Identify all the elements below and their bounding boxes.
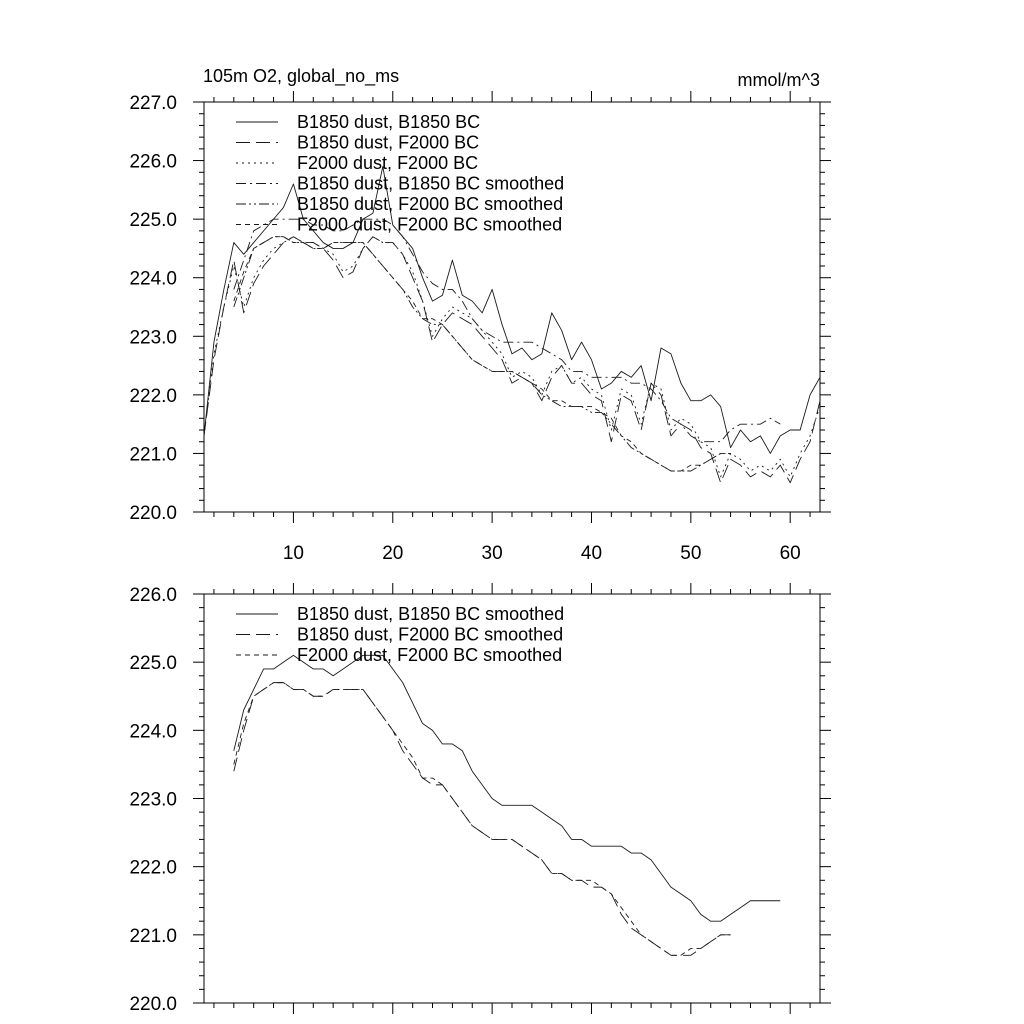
legend-label: F2000 dust, F2000 BC smoothed [297, 215, 562, 235]
legend-label: B1850 dust, F2000 BC smoothed [297, 194, 563, 214]
x-tick-label: 40 [581, 543, 602, 564]
series-line-4 [233, 218, 781, 443]
legend-label: B1850 dust, F2000 BC [297, 133, 479, 153]
y-tick-label: 223.0 [129, 790, 177, 811]
y-tick-label: 223.0 [129, 327, 177, 348]
x-tick-label: 20 [382, 543, 403, 564]
legend-label: B1850 dust, B1850 BC smoothed [297, 604, 564, 624]
series-line-3 [203, 236, 821, 478]
series-line-3 [233, 682, 731, 956]
y-tick-label: 226.0 [129, 585, 177, 606]
legend-label: B1850 dust, B1850 BC smoothed [297, 174, 564, 194]
y-tick-label: 227.0 [129, 93, 177, 114]
y-tick-label: 222.0 [129, 386, 177, 407]
x-tick-label: 60 [780, 543, 801, 564]
y-tick-label: 220.0 [129, 503, 177, 524]
legend-label: B1850 dust, F2000 BC smoothed [297, 625, 563, 645]
y-tick-label: 221.0 [129, 444, 177, 465]
series-line-2 [233, 682, 731, 956]
legend-label: F2000 dust, F2000 BC [297, 153, 478, 173]
y-tick-label: 222.0 [129, 858, 177, 879]
units-label: mmol/m^3 [738, 70, 820, 90]
y-tick-label: 225.0 [129, 210, 177, 231]
x-tick-label: 50 [680, 543, 701, 564]
y-tick-label: 224.0 [129, 269, 177, 290]
series-line-2 [203, 236, 821, 484]
y-tick-label: 220.0 [129, 994, 177, 1015]
series-line-1 [203, 165, 821, 454]
legend-label: F2000 dust, F2000 BC smoothed [297, 645, 562, 665]
series-line-1 [233, 654, 781, 922]
x-tick-label: 10 [283, 543, 304, 564]
y-tick-label: 226.0 [129, 152, 177, 173]
y-tick-label: 224.0 [129, 721, 177, 742]
y-tick-label: 221.0 [129, 926, 177, 947]
bottom-panel: 220.0 221.0 222.0 223.0 224.0 225.0 226.0 B1850… [129, 583, 831, 1015]
top-panel: 105m O2, global_no_ms mmol/m^3 220.0 221.… [129, 66, 831, 564]
series-line-6 [233, 236, 731, 472]
legend-label: B1850 dust, B1850 BC [297, 112, 480, 132]
x-tick-label: 30 [482, 543, 503, 564]
y-tick-label: 225.0 [129, 653, 177, 674]
chart-title: 105m O2, global_no_ms [203, 66, 399, 87]
series-line-5 [233, 236, 731, 472]
